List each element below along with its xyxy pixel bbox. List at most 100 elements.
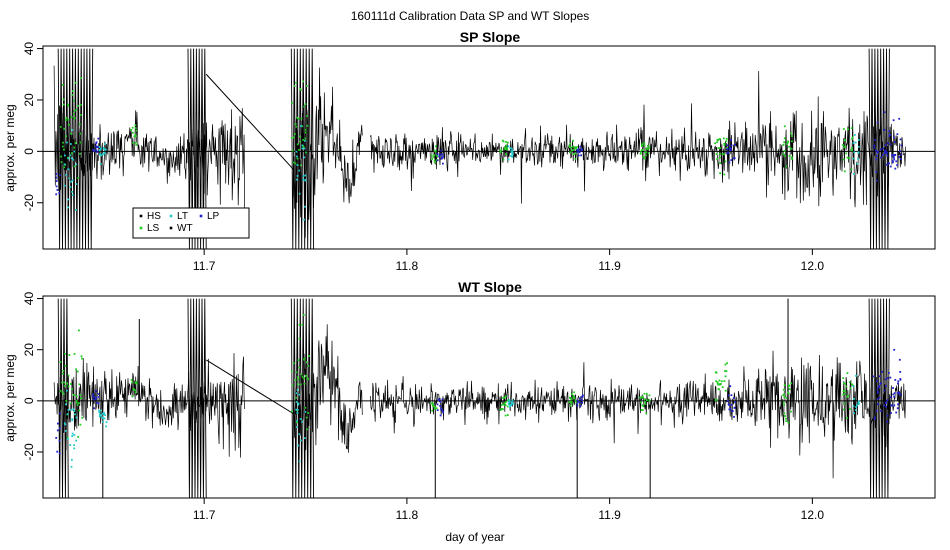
marker-lp bbox=[876, 397, 879, 400]
marker-lp bbox=[95, 401, 98, 404]
marker-lp bbox=[896, 133, 899, 136]
marker-lt bbox=[70, 180, 73, 183]
plot-frame bbox=[42, 45, 936, 250]
marker-ls bbox=[643, 157, 646, 160]
marker-lt bbox=[304, 139, 306, 142]
marker-lp bbox=[900, 144, 903, 147]
marker-lt bbox=[507, 158, 510, 161]
marker-lt bbox=[511, 153, 514, 156]
marker-lt bbox=[295, 155, 298, 158]
marker-lp bbox=[899, 138, 902, 141]
marker-lp bbox=[58, 439, 61, 442]
marker-ls bbox=[303, 358, 305, 361]
marker-lp bbox=[727, 403, 730, 406]
marker-lp bbox=[886, 420, 889, 423]
marker-lp bbox=[579, 405, 582, 407]
marker-ls bbox=[719, 138, 721, 141]
marker-lp bbox=[728, 408, 731, 411]
marker-lt bbox=[73, 410, 76, 412]
marker-ls bbox=[503, 396, 506, 399]
marker-ls bbox=[506, 148, 509, 151]
marker-lp bbox=[731, 410, 734, 412]
marker-ls bbox=[290, 137, 293, 139]
marker-lp bbox=[92, 393, 95, 396]
marker-lt bbox=[66, 389, 68, 392]
marker-ls bbox=[645, 154, 647, 157]
marker-lp bbox=[877, 403, 880, 406]
marker-ls bbox=[783, 125, 786, 128]
marker-lt bbox=[304, 174, 307, 177]
marker-ls bbox=[843, 408, 845, 411]
marker-ls bbox=[788, 145, 791, 148]
marker-lt bbox=[510, 147, 513, 150]
marker-ls bbox=[59, 126, 62, 128]
marker-lp bbox=[97, 396, 100, 398]
marker-ls bbox=[787, 421, 790, 424]
marker-lt bbox=[301, 420, 303, 423]
marker-lp bbox=[879, 382, 881, 385]
marker-lp bbox=[893, 141, 896, 144]
marker-ls bbox=[786, 142, 789, 144]
marker-lp bbox=[576, 402, 579, 405]
marker-lp bbox=[883, 404, 886, 407]
marker-lp bbox=[892, 119, 895, 122]
marker-ls bbox=[431, 402, 434, 405]
marker-ls bbox=[296, 376, 299, 379]
marker-ls bbox=[569, 146, 572, 149]
x-tick-label: 11.8 bbox=[396, 508, 419, 522]
marker-ls bbox=[134, 381, 137, 384]
marker-ls bbox=[80, 77, 82, 79]
y-tick-label: 0 bbox=[22, 148, 36, 155]
marker-ls bbox=[568, 146, 571, 148]
marker-ls bbox=[63, 166, 65, 169]
marker-ls bbox=[645, 412, 648, 415]
marker-lp bbox=[899, 150, 901, 152]
marker-ls bbox=[643, 144, 646, 147]
marker-lp bbox=[896, 407, 899, 410]
marker-lp bbox=[439, 414, 442, 417]
marker-ls bbox=[67, 103, 69, 106]
marker-ls bbox=[843, 402, 846, 405]
marker-ls bbox=[63, 127, 66, 130]
marker-lp bbox=[891, 154, 893, 157]
marker-ls bbox=[78, 329, 80, 332]
marker-ls bbox=[842, 128, 845, 130]
marker-ls bbox=[782, 388, 785, 391]
marker-lp bbox=[581, 396, 584, 398]
marker-lt bbox=[511, 401, 513, 404]
marker-ls bbox=[60, 155, 62, 158]
marker-ls bbox=[724, 363, 727, 366]
marker-lp bbox=[880, 148, 882, 151]
plot-frame bbox=[42, 295, 936, 499]
marker-lp bbox=[885, 163, 888, 166]
marker-ls bbox=[431, 158, 433, 160]
marker-ls bbox=[65, 135, 67, 138]
marker-lt bbox=[511, 156, 514, 158]
marker-ls bbox=[63, 148, 65, 151]
marker-ls bbox=[134, 124, 137, 127]
marker-ls bbox=[71, 90, 74, 92]
marker-lp bbox=[580, 154, 582, 157]
marker-lp bbox=[442, 162, 444, 165]
marker-lt bbox=[301, 147, 304, 150]
marker-ls bbox=[431, 409, 434, 412]
marker-ls bbox=[65, 400, 68, 402]
wt-slope-tick-labels: -20 0 20 40 11.7 11.8 11.9 12.0 bbox=[22, 292, 824, 522]
marker-ls bbox=[71, 94, 74, 96]
marker-ls bbox=[134, 133, 137, 136]
marker-lp bbox=[95, 146, 98, 149]
marker-ls bbox=[133, 135, 136, 138]
marker-ls bbox=[846, 395, 848, 398]
marker-lp bbox=[884, 402, 887, 404]
marker-lp bbox=[576, 151, 579, 153]
marker-ls bbox=[291, 101, 294, 104]
marker-ls bbox=[75, 395, 78, 398]
marker-ls bbox=[718, 379, 721, 382]
marker-ls bbox=[78, 123, 81, 126]
marker-ls bbox=[301, 323, 304, 326]
marker-ls bbox=[569, 404, 572, 407]
y-tick-label: 40 bbox=[22, 42, 36, 56]
marker-lt bbox=[71, 419, 74, 422]
marker-ls bbox=[784, 415, 786, 417]
marker-ls bbox=[304, 406, 307, 409]
